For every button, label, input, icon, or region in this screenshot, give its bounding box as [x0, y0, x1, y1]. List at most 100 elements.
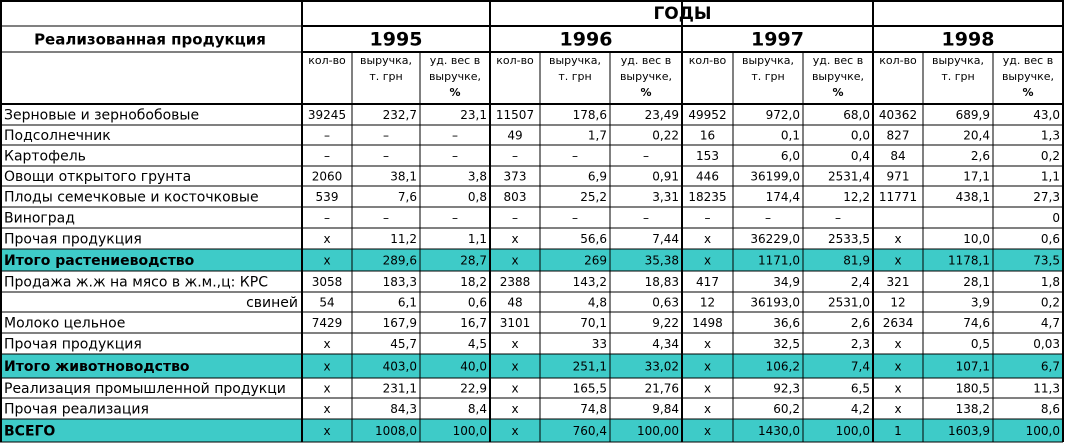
cell: 2060 [312, 170, 343, 184]
cell: – [383, 211, 389, 225]
cell: 183,3 [383, 275, 417, 289]
cell: 100,0 [836, 424, 870, 438]
cell: 7,6 [398, 190, 417, 204]
cell: 23,49 [645, 108, 679, 122]
cell: – [324, 129, 330, 143]
cell: 1008,0 [375, 424, 417, 438]
cell: 34,9 [773, 275, 800, 289]
cell: 403,0 [383, 360, 417, 374]
cell: x [704, 337, 711, 351]
cell: – [643, 211, 649, 225]
row-label: Молоко цельное [4, 316, 125, 332]
year-header: 1997 [751, 29, 804, 51]
cell: 28,7 [460, 254, 487, 268]
cell: x [894, 360, 901, 374]
cell: 2,4 [851, 275, 870, 289]
cell: – [835, 211, 841, 225]
cell: 18235 [688, 190, 726, 204]
cell: 6,7 [1041, 360, 1060, 374]
cell: 0,6 [468, 296, 487, 310]
cell: 1,7 [588, 129, 607, 143]
cell: – [452, 211, 458, 225]
cell: 74,8 [580, 402, 607, 416]
row-label: Виноград [4, 211, 75, 227]
cell: 7429 [312, 316, 343, 330]
total-row-bg [1, 419, 1063, 442]
cell: 3,31 [652, 190, 679, 204]
subheader: т. грн [941, 70, 974, 83]
cell: 1,3 [1041, 129, 1060, 143]
cell: – [572, 149, 578, 163]
year-header: 1996 [560, 29, 613, 51]
cell: 11,2 [390, 232, 417, 246]
cell: 18,2 [460, 275, 487, 289]
cell: x [511, 424, 518, 438]
cell: – [452, 129, 458, 143]
cell: 1,1 [468, 232, 487, 246]
cell: 84 [890, 149, 905, 163]
cell: – [572, 211, 578, 225]
cell: – [643, 149, 649, 163]
subheader: % [1022, 86, 1033, 99]
cell: 971 [887, 170, 910, 184]
cell: 9,84 [652, 402, 679, 416]
cell: 6,0 [781, 149, 800, 163]
cell: 45,7 [390, 337, 417, 351]
cell: x [894, 337, 901, 351]
cell: x [704, 360, 711, 374]
cell: 803 [504, 190, 527, 204]
subheader: уд. вес в [430, 54, 480, 67]
subheader: % [832, 86, 843, 99]
cell: – [452, 149, 458, 163]
cell: 232,7 [383, 108, 417, 122]
cell: x [704, 232, 711, 246]
cell: 81,9 [843, 254, 870, 268]
row-label: свиней [246, 295, 298, 311]
cell: 25,2 [580, 190, 607, 204]
cell: 2,6 [851, 316, 870, 330]
subheader: уд. вес в [1003, 54, 1053, 67]
cell: 16,7 [460, 316, 487, 330]
cell: 2533,5 [828, 232, 870, 246]
cell: x [894, 402, 901, 416]
cell: 3,8 [468, 170, 487, 184]
cell: x [323, 424, 330, 438]
cell: x [323, 337, 330, 351]
subheader: выручка, [360, 54, 412, 67]
cell: 23,1 [460, 108, 487, 122]
subheader: выручке, [812, 70, 864, 83]
cell: 539 [316, 190, 339, 204]
cell: 2388 [500, 275, 531, 289]
row-label: Прочая продукция [4, 232, 142, 248]
cell: 972,0 [766, 108, 800, 122]
cell: 180,5 [956, 382, 990, 396]
row-label: Итого растениеводство [4, 253, 195, 269]
cell: – [324, 211, 330, 225]
cell: 56,6 [580, 232, 607, 246]
cell: 0,2 [1041, 149, 1060, 163]
cell: 289,6 [383, 254, 417, 268]
cell: 100,00 [637, 424, 679, 438]
row-label: Продажа ж.ж на мясо в ж.м.,ц: КРС [4, 275, 268, 291]
subheader: т. грн [558, 70, 591, 83]
cell: 21,76 [645, 382, 679, 396]
cell: 2,3 [851, 337, 870, 351]
cell: 36229,0 [750, 232, 800, 246]
subheader: уд. вес в [621, 54, 671, 67]
cell: 33 [592, 337, 607, 351]
cell: 174,4 [766, 190, 800, 204]
row-label: Реализация промышленной продукци [4, 381, 286, 397]
cell: x [323, 382, 330, 396]
cell: 2634 [883, 316, 914, 330]
cell: 36,6 [773, 316, 800, 330]
row-label: Прочая реализация [4, 402, 149, 418]
total-row-bg [1, 354, 1063, 378]
cell: 9,22 [652, 316, 679, 330]
subheader: выручка, [742, 54, 794, 67]
cell: 1498 [692, 316, 723, 330]
cell: 269 [584, 254, 607, 268]
cell: 100,0 [1026, 424, 1060, 438]
cell: x [894, 254, 901, 268]
subheader: выручке, [1002, 70, 1054, 83]
